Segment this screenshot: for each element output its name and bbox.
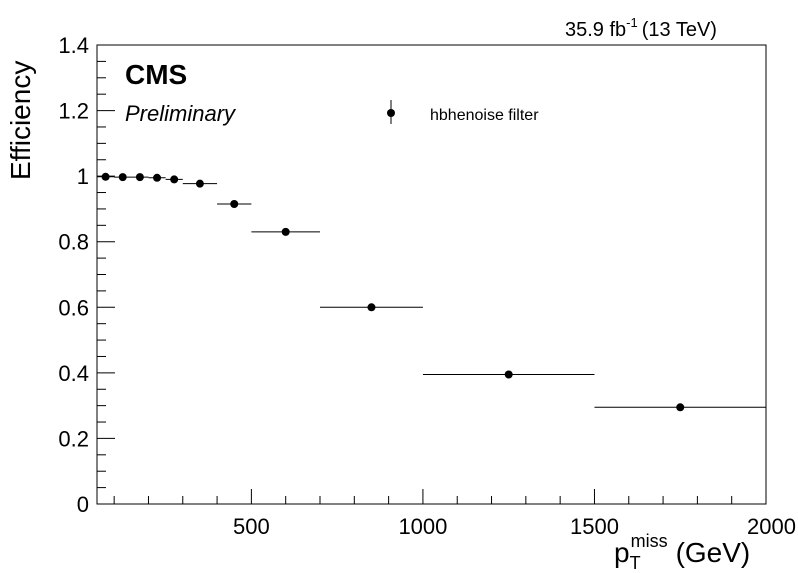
y-axis-title: Efficiency — [5, 61, 36, 180]
experiment-label: CMS — [125, 59, 187, 90]
y-tick-label: 0.4 — [58, 361, 89, 386]
x-tick-label: 1000 — [398, 514, 447, 539]
status-label: Preliminary — [125, 101, 237, 126]
data-point — [230, 200, 239, 209]
data-point — [135, 173, 144, 182]
data-point — [195, 179, 204, 188]
x-tick-label: 500 — [233, 514, 270, 539]
y-tick-label: 0.2 — [58, 426, 89, 451]
x-tick-label: 2000 — [747, 514, 796, 539]
data-point — [170, 175, 179, 184]
data-point — [101, 172, 110, 181]
lumi-label: 35.9 fb-1 (13 TeV) — [565, 15, 717, 41]
x-axis-subscript: T — [630, 553, 641, 573]
data-point — [504, 370, 513, 379]
y-tick-label: 1 — [77, 164, 89, 189]
y-tick-label: 0.6 — [58, 295, 89, 320]
x-axis-unit: (GeV) — [676, 537, 751, 568]
x-tick-label: 1500 — [570, 514, 619, 539]
y-tick-label: 0 — [77, 492, 89, 517]
lumi-exponent: -1 — [626, 15, 638, 30]
data-point — [153, 173, 162, 182]
legend-marker — [387, 109, 395, 117]
y-tick-label: 1.4 — [58, 33, 89, 58]
data-point — [281, 227, 290, 236]
y-tick-label: 0.8 — [58, 230, 89, 255]
x-axis-title: pTmiss (GeV) — [614, 531, 750, 573]
energy-label: (13 TeV) — [642, 19, 717, 41]
data-point — [367, 303, 376, 312]
legend-entry-label: hbhenoise filter — [430, 107, 539, 124]
axis-ticks: 0 0.2 0.4 0.6 0.8 1 1.2 1.4 500 1000 1500 2000 — [58, 33, 796, 539]
data-points — [97, 172, 766, 412]
data-point — [118, 173, 127, 182]
legend: hbhenoise filter — [387, 100, 539, 124]
y-tick-label: 1.2 — [58, 99, 89, 124]
data-point — [676, 403, 685, 412]
x-axis-superscript: miss — [631, 531, 668, 551]
